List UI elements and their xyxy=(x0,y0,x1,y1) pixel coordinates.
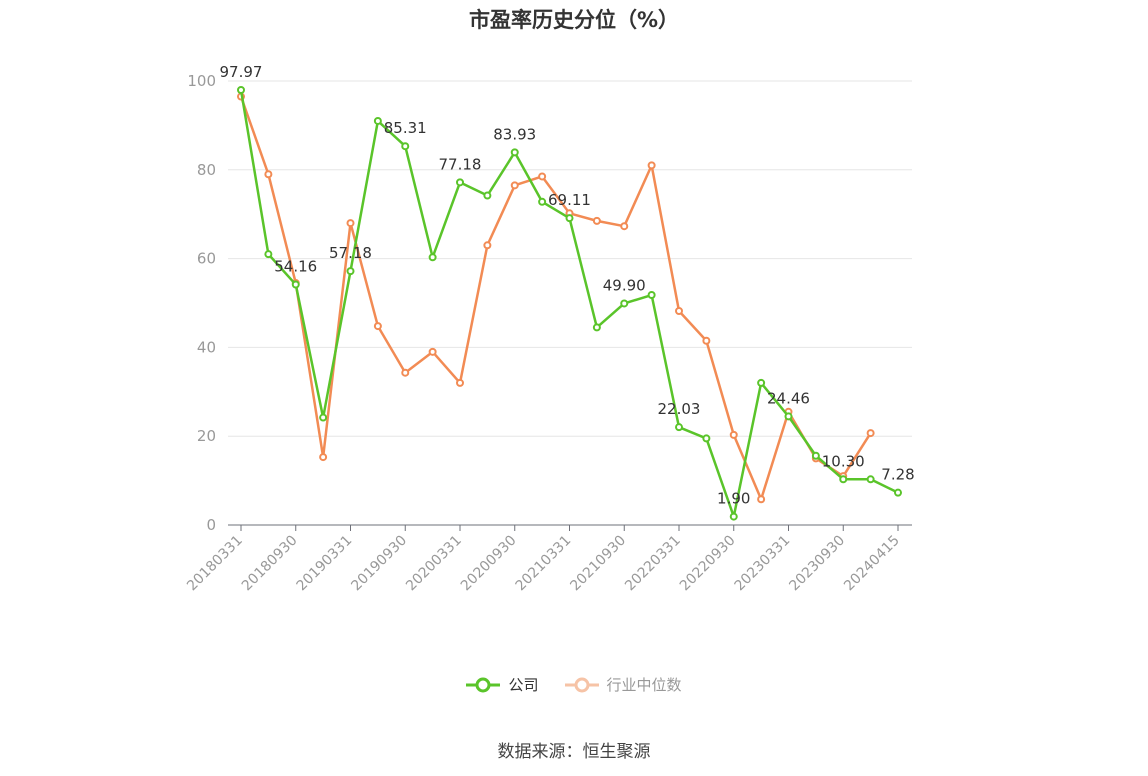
data-label: 69.11 xyxy=(548,191,591,209)
data-point-industry xyxy=(483,241,492,250)
data-point-industry xyxy=(264,170,273,179)
data-source-note: 数据来源：恒生聚源 xyxy=(497,742,651,762)
data-point-industry xyxy=(456,378,464,387)
data-point-industry xyxy=(319,453,328,462)
chart-title: 市盈率历史分位（%） xyxy=(468,8,680,32)
data-point-company xyxy=(866,475,875,484)
x-tick-label: 20240415 xyxy=(841,533,903,595)
x-tick-label: 20230930 xyxy=(786,533,848,595)
data-point-industry xyxy=(401,368,410,377)
legend-item-industry[interactable]: 行业中位数 xyxy=(564,674,682,695)
chart-legend: 公司 行业中位数 xyxy=(0,674,1148,695)
data-label: 22.03 xyxy=(658,400,701,418)
data-point-company xyxy=(401,142,410,151)
data-point-industry xyxy=(866,429,875,438)
data-point-industry xyxy=(620,222,629,231)
data-point-company xyxy=(483,191,492,200)
data-point-company xyxy=(729,512,738,521)
data-point-company xyxy=(811,451,820,460)
data-point-company xyxy=(757,378,766,387)
data-label: 49.90 xyxy=(603,276,646,294)
data-point-company xyxy=(894,488,902,497)
data-label: 85.31 xyxy=(384,119,427,137)
data-point-company xyxy=(839,475,848,484)
x-tick-label: 20190930 xyxy=(348,533,410,595)
x-tick-label: 20230331 xyxy=(732,533,794,595)
data-point-company xyxy=(373,116,382,125)
data-label: 54.16 xyxy=(274,258,317,276)
data-point-industry xyxy=(592,216,601,225)
data-label: 7.28 xyxy=(881,466,914,484)
legend-company-marker-icon xyxy=(466,677,501,692)
data-point-company xyxy=(428,253,437,262)
data-label: 77.18 xyxy=(439,155,482,173)
data-label: 10.30 xyxy=(822,452,865,470)
data-point-industry xyxy=(647,161,656,170)
data-label: 1.90 xyxy=(717,490,750,508)
data-point-industry xyxy=(346,219,355,228)
x-tick-label: 20210331 xyxy=(513,533,575,595)
data-point-company xyxy=(565,214,574,223)
y-tick-label: 0 xyxy=(206,516,216,534)
y-tick-label: 60 xyxy=(197,250,216,268)
data-label: 97.97 xyxy=(220,63,263,81)
data-point-company xyxy=(510,148,519,157)
x-tick-label: 20180331 xyxy=(184,533,246,595)
data-point-company xyxy=(237,86,245,95)
legend-industry-marker-icon xyxy=(564,677,599,692)
legend-label-company: 公司 xyxy=(508,676,539,694)
x-tick-label: 20190331 xyxy=(294,533,356,595)
data-point-company xyxy=(538,197,547,206)
data-point-company xyxy=(620,299,629,308)
data-point-company xyxy=(784,412,793,421)
x-tick-label: 20210930 xyxy=(567,533,629,595)
series-line-company xyxy=(239,89,899,518)
y-tick-label: 20 xyxy=(197,427,216,445)
data-point-company xyxy=(291,280,300,289)
data-point-industry xyxy=(373,322,382,331)
x-tick-label: 20220930 xyxy=(677,533,739,595)
data-label: 24.46 xyxy=(767,389,810,407)
data-point-company xyxy=(702,434,711,443)
data-point-industry xyxy=(757,495,766,504)
series-line-industry xyxy=(239,96,872,501)
data-point-company xyxy=(647,291,656,300)
data-label: 83.93 xyxy=(493,125,536,143)
data-point-company xyxy=(592,323,601,332)
x-tick-label: 20200930 xyxy=(458,533,520,595)
y-tick-label: 40 xyxy=(197,338,216,356)
data-point-industry xyxy=(702,336,711,345)
legend-item-company[interactable]: 公司 xyxy=(466,674,539,695)
data-point-industry xyxy=(675,306,683,315)
data-point-industry xyxy=(538,172,547,181)
data-point-company xyxy=(346,267,355,276)
data-point-company xyxy=(675,423,683,432)
data-point-industry xyxy=(428,347,437,356)
data-point-industry xyxy=(510,181,519,190)
data-point-industry xyxy=(729,430,738,439)
legend-label-industry: 行业中位数 xyxy=(606,676,682,694)
x-tick-label: 20220331 xyxy=(622,533,684,595)
data-label: 57.18 xyxy=(329,244,372,262)
data-point-company xyxy=(456,178,464,187)
x-tick-label: 20200331 xyxy=(403,533,465,595)
data-point-company xyxy=(264,250,273,259)
data-point-company xyxy=(319,413,328,422)
y-tick-label: 100 xyxy=(187,72,216,90)
y-tick-label: 80 xyxy=(197,161,216,179)
x-tick-label: 20180930 xyxy=(239,533,301,595)
